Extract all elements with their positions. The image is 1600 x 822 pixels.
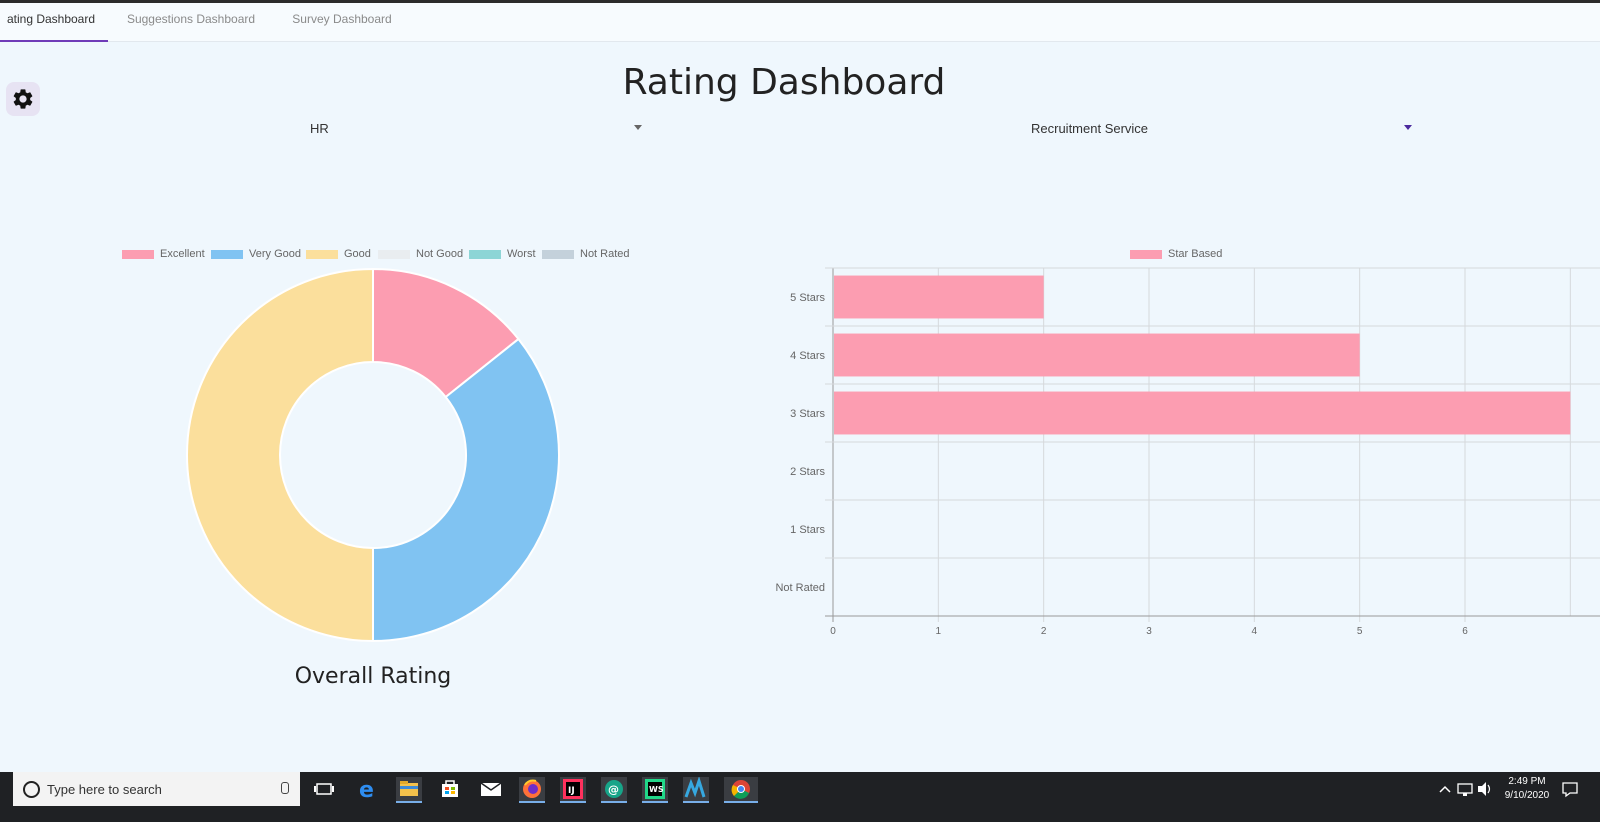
legend-label: Not Good bbox=[416, 248, 464, 260]
webstorm-icon[interactable]: WS bbox=[642, 777, 668, 803]
taskbar-bottom-strip bbox=[0, 806, 1600, 822]
taskbar-search-box[interactable]: Type here to search bbox=[13, 772, 300, 806]
tab-rating-dashboard-label: ating Dashboard bbox=[6, 12, 96, 26]
y-tick-label: 2 Stars bbox=[790, 466, 825, 478]
chrome-icon[interactable] bbox=[724, 777, 758, 803]
service-select[interactable]: Recruitment Service bbox=[1031, 115, 1417, 141]
tab-survey-dashboard[interactable]: Survey Dashboard bbox=[282, 3, 402, 41]
notifications-icon[interactable] bbox=[1560, 772, 1580, 806]
svg-text:e: e bbox=[359, 778, 374, 801]
page-title: Rating Dashboard bbox=[622, 62, 946, 103]
legend-label: Worst bbox=[507, 248, 536, 260]
at-app-icon[interactable]: @ bbox=[601, 777, 627, 803]
clock-time: 2:49 PM bbox=[1508, 776, 1546, 787]
department-select[interactable]: HR bbox=[310, 115, 646, 141]
chevron-up-icon[interactable] bbox=[1438, 772, 1452, 806]
svg-text:WS: WS bbox=[649, 785, 664, 794]
speaker-icon[interactable] bbox=[1476, 772, 1494, 806]
taskbar-search-placeholder: Type here to search bbox=[47, 782, 162, 797]
active-tab-indicator bbox=[0, 40, 108, 42]
legend-swatch bbox=[542, 250, 574, 259]
tab-rating-dashboard[interactable]: ating Dashboard bbox=[0, 3, 108, 42]
y-tick-label: 1 Stars bbox=[790, 524, 825, 536]
file-explorer-icon[interactable] bbox=[396, 777, 422, 803]
legend-swatch bbox=[469, 250, 501, 259]
intellij-idea-icon[interactable]: IJ bbox=[560, 777, 586, 803]
svg-text:IJ: IJ bbox=[568, 786, 575, 796]
task-view-icon[interactable] bbox=[311, 777, 337, 801]
donut-slice-good[interactable] bbox=[186, 267, 374, 643]
donut-chart-title: Overall Rating bbox=[294, 664, 452, 689]
bar-3-stars[interactable] bbox=[834, 391, 1571, 435]
tab-bar: ating Dashboard Suggestions Dashboard Su… bbox=[0, 3, 1600, 42]
legend-label: Very Good bbox=[249, 248, 301, 260]
chevron-down-icon bbox=[634, 125, 642, 130]
bar-5-stars[interactable] bbox=[834, 275, 1044, 319]
svg-text:@: @ bbox=[608, 783, 619, 796]
microphone-icon[interactable] bbox=[281, 782, 289, 794]
cortana-icon bbox=[23, 781, 40, 798]
x-tick-label: 5 bbox=[1357, 626, 1363, 637]
y-tick-label: 4 Stars bbox=[790, 350, 825, 362]
y-tick-label: 5 Stars bbox=[790, 292, 825, 304]
window-top-border bbox=[0, 0, 1600, 3]
tab-suggestions-dashboard-label: Suggestions Dashboard bbox=[126, 12, 256, 26]
w-app-icon[interactable] bbox=[683, 776, 709, 803]
legend-swatch bbox=[306, 250, 338, 259]
settings-button[interactable] bbox=[6, 82, 40, 116]
edge-icon[interactable]: e bbox=[355, 777, 381, 803]
tab-survey-dashboard-label: Survey Dashboard bbox=[292, 12, 392, 26]
legend-label: Good bbox=[344, 248, 371, 260]
legend-label: Star Based bbox=[1168, 248, 1223, 260]
department-select-value: HR bbox=[310, 121, 329, 136]
firefox-icon[interactable] bbox=[519, 777, 545, 803]
bar-chart: 5 Stars 4 Stars 3 Stars 2 Stars 1 Stars Not R… bbox=[775, 267, 1600, 637]
mail-icon[interactable] bbox=[478, 777, 504, 801]
chevron-down-icon bbox=[1404, 125, 1412, 130]
y-tick-label: Not Rated bbox=[775, 582, 825, 594]
bar-4-stars[interactable] bbox=[834, 333, 1360, 377]
x-tick-label: 1 bbox=[936, 626, 942, 637]
legend-label: Excellent bbox=[160, 248, 205, 260]
legend-swatch bbox=[122, 250, 154, 259]
service-select-value: Recruitment Service bbox=[1031, 121, 1149, 136]
taskbar: Type here to search e IJ @ WS 2:49 bbox=[0, 772, 1600, 806]
microsoft-store-icon[interactable] bbox=[437, 777, 463, 801]
legend-swatch bbox=[1130, 250, 1162, 259]
tab-suggestions-dashboard[interactable]: Suggestions Dashboard bbox=[118, 3, 264, 41]
taskbar-clock[interactable]: 2:49 PM 9/10/2020 bbox=[1496, 775, 1558, 803]
legend-swatch bbox=[378, 250, 410, 259]
legend-swatch bbox=[211, 250, 243, 259]
network-icon[interactable] bbox=[1455, 772, 1475, 806]
x-tick-label: 4 bbox=[1252, 626, 1258, 637]
legend-label: Not Rated bbox=[580, 248, 630, 260]
donut-chart bbox=[186, 267, 560, 643]
x-tick-label: 3 bbox=[1146, 626, 1152, 637]
x-tick-label: 6 bbox=[1462, 626, 1468, 637]
clock-date: 9/10/2020 bbox=[1504, 790, 1550, 801]
x-tick-label: 0 bbox=[830, 626, 836, 637]
y-tick-label: 3 Stars bbox=[790, 408, 825, 420]
donut-slice-very-good[interactable] bbox=[372, 337, 560, 643]
x-tick-label: 2 bbox=[1041, 626, 1047, 637]
